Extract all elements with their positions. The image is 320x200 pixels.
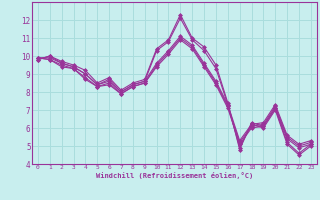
- X-axis label: Windchill (Refroidissement éolien,°C): Windchill (Refroidissement éolien,°C): [96, 172, 253, 179]
